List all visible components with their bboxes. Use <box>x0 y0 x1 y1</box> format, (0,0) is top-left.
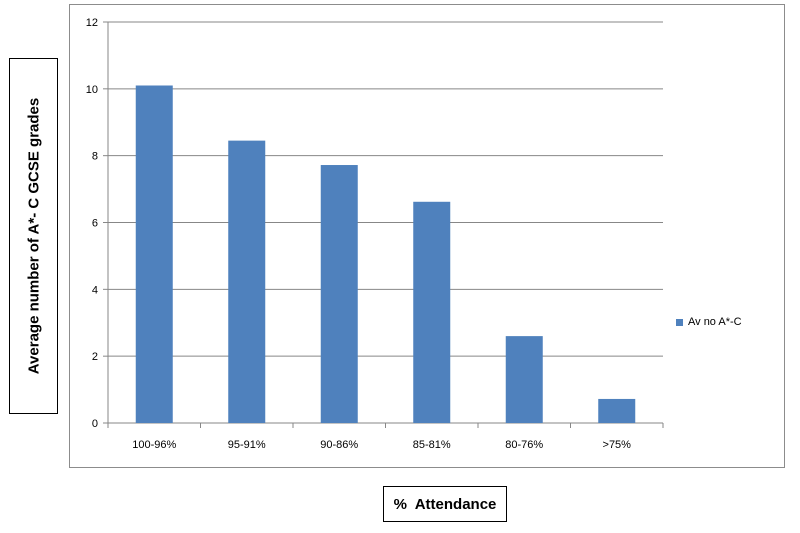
x-tick-label: 85-81% <box>413 439 451 451</box>
y-tick-label: 10 <box>86 84 98 96</box>
x-axis-label: % Attendance <box>393 495 497 513</box>
legend-entry: Av no A*-C <box>688 316 742 328</box>
y-tick-label: 2 <box>92 351 98 363</box>
x-tick-label: 90-86% <box>320 439 358 451</box>
y-tick-label: 12 <box>86 17 98 29</box>
y-axis-label: Average number of A*- C GCSE grades <box>25 97 42 375</box>
x-tick-label: >75% <box>603 439 632 451</box>
x-axis-label-box: % Attendance <box>383 486 507 522</box>
y-axis-label-box: Average number of A*- C GCSE grades <box>9 58 58 414</box>
x-tick-label: 80-76% <box>505 439 543 451</box>
y-tick-label: 6 <box>92 218 98 230</box>
bar <box>320 165 358 424</box>
y-tick-label: 0 <box>92 418 98 430</box>
bar <box>505 336 543 423</box>
x-tick-label: 95-91% <box>228 439 266 451</box>
legend: Av no A*-C <box>676 316 742 328</box>
bar <box>598 398 636 423</box>
x-tick-label: 100-96% <box>132 439 176 451</box>
y-tick-label: 4 <box>92 284 98 296</box>
bar <box>228 140 266 424</box>
bar <box>413 201 451 423</box>
y-tick-label: 8 <box>92 151 98 163</box>
bar <box>135 85 173 423</box>
legend-swatch <box>676 318 683 326</box>
